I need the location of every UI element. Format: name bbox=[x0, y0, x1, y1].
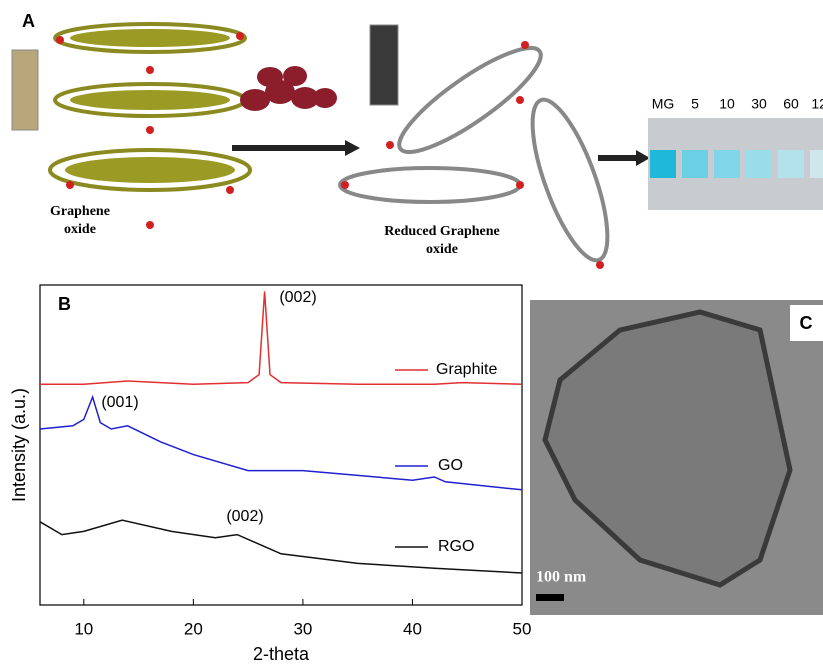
chart: B 10 20 30 40 50 2-theta Intensity (a.u.) Graphi… bbox=[9, 285, 532, 664]
legend-label: Graphite bbox=[436, 361, 497, 378]
panel-label: A bbox=[22, 11, 35, 31]
legend-label: RGO bbox=[438, 538, 474, 555]
figure: A Graphene oxide Reduced Graphene oxide … bbox=[0, 0, 823, 665]
vial-label: 30 bbox=[751, 96, 767, 112]
scale-bar-label: 100 nm bbox=[536, 569, 587, 586]
plot-frame bbox=[40, 285, 522, 605]
figure-svg: A Graphene oxide Reduced Graphene oxide … bbox=[0, 0, 823, 665]
panel-label: B bbox=[58, 294, 71, 314]
caption: Graphene bbox=[50, 204, 110, 219]
caption: oxide bbox=[64, 222, 96, 237]
x-tick-label: 20 bbox=[184, 619, 203, 638]
x-tick-label: 40 bbox=[403, 619, 422, 638]
x-axis-label: 2-theta bbox=[253, 644, 310, 664]
vial-label: MG bbox=[652, 96, 675, 112]
peak-annotation: (002) bbox=[226, 508, 263, 525]
scale-bar bbox=[536, 594, 564, 601]
vial-label: 60 bbox=[783, 96, 799, 112]
panel-label: C bbox=[800, 313, 813, 333]
caption: oxide bbox=[426, 242, 458, 257]
vial-label: 5 bbox=[691, 96, 699, 112]
vial-label: 120 bbox=[811, 96, 823, 112]
legend-label: GO bbox=[438, 457, 463, 474]
caption: Reduced Graphene bbox=[384, 224, 500, 239]
vial bbox=[12, 50, 38, 130]
x-tick-label: 10 bbox=[74, 619, 93, 638]
vial-label: 10 bbox=[719, 96, 735, 112]
x-tick-label: 30 bbox=[293, 619, 312, 638]
peak-annotation: (001) bbox=[101, 394, 138, 411]
vial-labels: MG 5 10 30 60 120 bbox=[652, 96, 823, 112]
peak-annotation: (002) bbox=[279, 289, 316, 306]
x-tick-label: 50 bbox=[513, 619, 532, 638]
y-axis-label: Intensity (a.u.) bbox=[9, 388, 29, 502]
